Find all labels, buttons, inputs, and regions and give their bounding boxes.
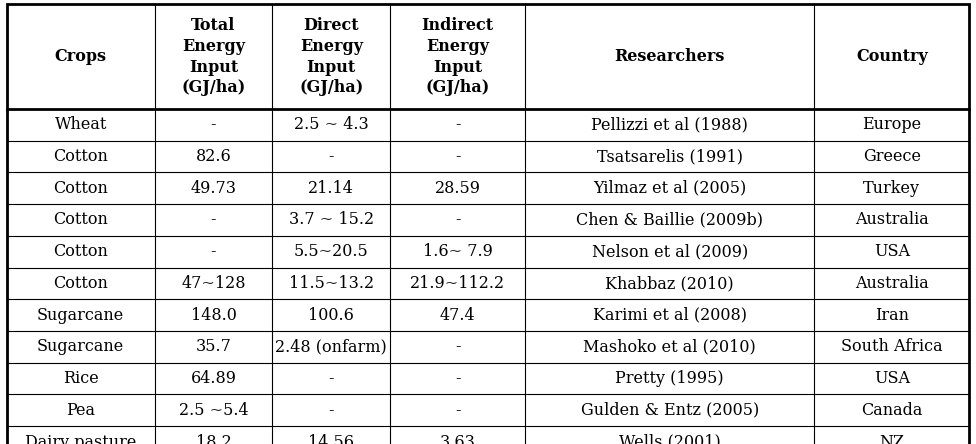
Text: 47.4: 47.4 xyxy=(440,307,475,324)
Text: Country: Country xyxy=(856,48,927,65)
Text: 11.5~13.2: 11.5~13.2 xyxy=(289,275,374,292)
Text: Gulden & Entz (2005): Gulden & Entz (2005) xyxy=(581,402,758,419)
Text: Australia: Australia xyxy=(855,275,929,292)
Text: 47~128: 47~128 xyxy=(182,275,246,292)
Text: 100.6: 100.6 xyxy=(308,307,354,324)
Text: Pretty (1995): Pretty (1995) xyxy=(616,370,724,387)
Text: Chen & Baillie (2009b): Chen & Baillie (2009b) xyxy=(576,211,763,228)
Text: Cotton: Cotton xyxy=(54,275,108,292)
Text: Wells (2001): Wells (2001) xyxy=(619,434,720,444)
Text: 3.63: 3.63 xyxy=(439,434,475,444)
Text: Sugarcane: Sugarcane xyxy=(37,338,124,355)
Text: -: - xyxy=(211,116,217,133)
Text: Cotton: Cotton xyxy=(54,243,108,260)
Text: Europe: Europe xyxy=(862,116,921,133)
Text: Turkey: Turkey xyxy=(864,180,920,197)
Text: 28.59: 28.59 xyxy=(434,180,480,197)
Text: Khabbaz (2010): Khabbaz (2010) xyxy=(605,275,734,292)
Text: Canada: Canada xyxy=(861,402,922,419)
Text: 21.14: 21.14 xyxy=(308,180,354,197)
Text: 64.89: 64.89 xyxy=(190,370,236,387)
Text: -: - xyxy=(329,370,334,387)
Text: 49.73: 49.73 xyxy=(190,180,236,197)
Text: -: - xyxy=(455,116,461,133)
Text: -: - xyxy=(329,402,334,419)
Text: -: - xyxy=(455,148,461,165)
Text: 2.48 (onfarm): 2.48 (onfarm) xyxy=(275,338,387,355)
Text: Pellizzi et al (1988): Pellizzi et al (1988) xyxy=(591,116,749,133)
Text: USA: USA xyxy=(874,243,910,260)
Text: 14.56: 14.56 xyxy=(308,434,354,444)
Text: -: - xyxy=(211,243,217,260)
Text: Indirect
Energy
Input
(GJ/ha): Indirect Energy Input (GJ/ha) xyxy=(422,17,494,96)
Text: 21.9~112.2: 21.9~112.2 xyxy=(410,275,506,292)
Text: Sugarcane: Sugarcane xyxy=(37,307,124,324)
Text: Iran: Iran xyxy=(874,307,909,324)
Text: 35.7: 35.7 xyxy=(195,338,231,355)
Text: 2.5 ~5.4: 2.5 ~5.4 xyxy=(179,402,248,419)
Text: Crops: Crops xyxy=(55,48,106,65)
Text: 18.2: 18.2 xyxy=(195,434,231,444)
Text: Yilmaz et al (2005): Yilmaz et al (2005) xyxy=(593,180,747,197)
Text: Direct
Energy
Input
(GJ/ha): Direct Energy Input (GJ/ha) xyxy=(300,17,363,96)
Text: -: - xyxy=(455,370,461,387)
Text: -: - xyxy=(329,148,334,165)
Text: Mashoko et al (2010): Mashoko et al (2010) xyxy=(584,338,756,355)
Text: NZ: NZ xyxy=(879,434,905,444)
Text: -: - xyxy=(211,211,217,228)
Text: 2.5 ~ 4.3: 2.5 ~ 4.3 xyxy=(294,116,369,133)
Text: Rice: Rice xyxy=(62,370,99,387)
Text: -: - xyxy=(455,338,461,355)
Text: Australia: Australia xyxy=(855,211,929,228)
Text: Researchers: Researchers xyxy=(615,48,725,65)
Text: Cotton: Cotton xyxy=(54,148,108,165)
Text: Cotton: Cotton xyxy=(54,211,108,228)
Text: Karimi et al (2008): Karimi et al (2008) xyxy=(592,307,747,324)
Text: Nelson et al (2009): Nelson et al (2009) xyxy=(591,243,748,260)
Text: 1.6~ 7.9: 1.6~ 7.9 xyxy=(423,243,493,260)
Text: Wheat: Wheat xyxy=(55,116,107,133)
Text: Cotton: Cotton xyxy=(54,180,108,197)
Text: 5.5~20.5: 5.5~20.5 xyxy=(294,243,369,260)
Text: 3.7 ~ 15.2: 3.7 ~ 15.2 xyxy=(289,211,374,228)
Text: Greece: Greece xyxy=(863,148,920,165)
Text: Tsatsarelis (1991): Tsatsarelis (1991) xyxy=(596,148,743,165)
Text: Pea: Pea xyxy=(66,402,96,419)
Text: South Africa: South Africa xyxy=(841,338,943,355)
Text: Total
Energy
Input
(GJ/ha): Total Energy Input (GJ/ha) xyxy=(182,17,246,96)
Text: -: - xyxy=(455,402,461,419)
Text: USA: USA xyxy=(874,370,910,387)
Text: -: - xyxy=(455,211,461,228)
Text: 82.6: 82.6 xyxy=(195,148,231,165)
Text: 148.0: 148.0 xyxy=(190,307,236,324)
Text: Dairy pasture: Dairy pasture xyxy=(25,434,137,444)
